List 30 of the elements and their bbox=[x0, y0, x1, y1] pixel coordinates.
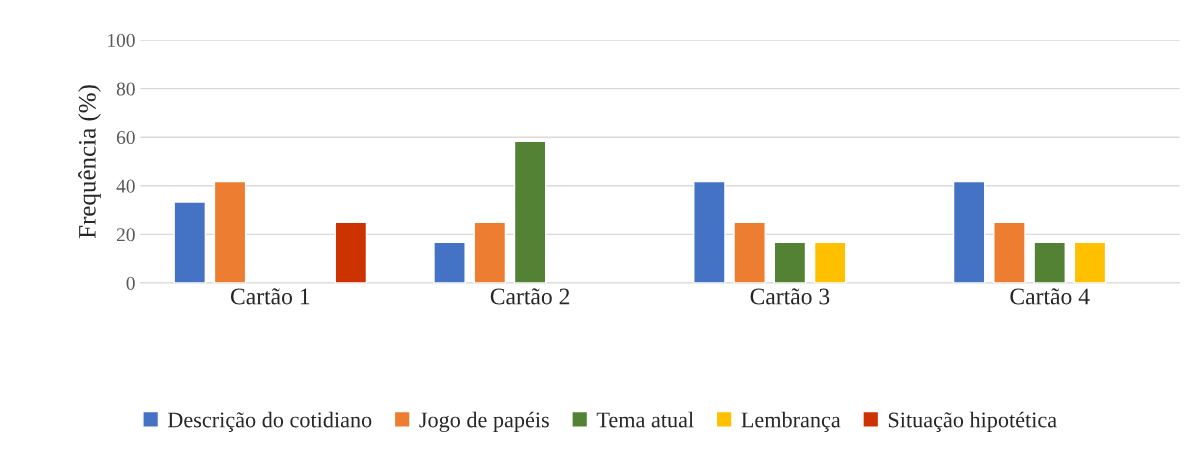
legend-label: Situação hipotética bbox=[888, 411, 1057, 432]
y-tick-label: 40 bbox=[116, 179, 135, 193]
y-tick-label: 0 bbox=[126, 276, 135, 290]
y-tick-label: 80 bbox=[116, 82, 135, 96]
x-tick-label: Cartão 3 bbox=[750, 288, 830, 305]
bar bbox=[513, 140, 547, 283]
x-tick-label: Cartão 2 bbox=[490, 288, 570, 305]
y-axis-title: Frequência (%) bbox=[78, 85, 101, 239]
y-tick-label: 100 bbox=[108, 33, 135, 47]
bar bbox=[433, 241, 466, 283]
legend-label: Lembrança bbox=[741, 411, 841, 432]
bar bbox=[334, 221, 368, 283]
bar bbox=[473, 221, 507, 283]
legend-label: Tema atual bbox=[596, 411, 694, 428]
bar bbox=[1073, 241, 1107, 283]
bar bbox=[773, 241, 807, 283]
bar bbox=[993, 221, 1026, 283]
x-tick-label: Cartão 4 bbox=[1010, 288, 1090, 305]
x-tick-label: Cartão 1 bbox=[230, 288, 310, 305]
legend-label: Descrição do cotidiano bbox=[167, 411, 372, 432]
bar bbox=[213, 180, 247, 283]
bar bbox=[1033, 241, 1066, 283]
bar bbox=[173, 201, 207, 283]
bar bbox=[733, 221, 766, 283]
bar bbox=[693, 180, 726, 283]
bar bbox=[952, 180, 986, 283]
legend-label: Jogo de papéis bbox=[419, 411, 549, 432]
y-tick-label: 20 bbox=[116, 228, 135, 242]
bar bbox=[813, 241, 847, 283]
y-tick-label: 60 bbox=[116, 131, 135, 145]
